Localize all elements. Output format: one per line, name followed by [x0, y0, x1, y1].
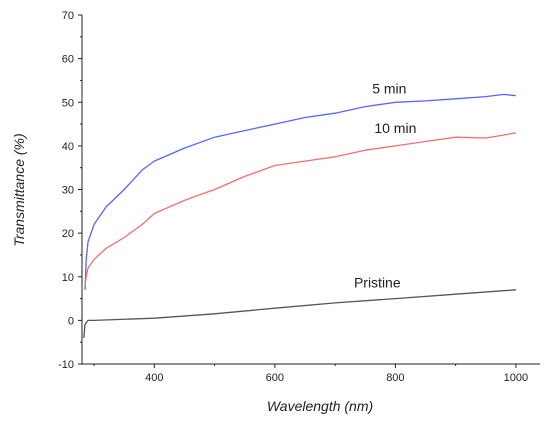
- y-tick-label: 20: [62, 228, 74, 240]
- series-label-5-min: 5 min: [372, 81, 406, 97]
- series-label-10-min: 10 min: [374, 120, 416, 136]
- x-tick-label: 600: [266, 372, 284, 384]
- x-tick-label: 1000: [504, 372, 528, 384]
- y-tick-label: 10: [62, 272, 74, 284]
- x-tick-label: 800: [386, 372, 404, 384]
- y-tick-label: 50: [62, 97, 74, 109]
- y-tick-label: 0: [68, 315, 74, 327]
- y-axis-title: Transmittance (%): [11, 133, 27, 246]
- y-tick-label: 70: [62, 10, 74, 22]
- series-label-pristine: Pristine: [354, 275, 401, 291]
- series-line-pristine: [83, 289, 516, 338]
- series-line-10-min: [84, 132, 517, 286]
- y-tick-label: 40: [62, 141, 74, 153]
- y-tick-label: 30: [62, 185, 74, 197]
- y-tick-label: 60: [62, 54, 74, 66]
- series-line-5-min: [84, 93, 516, 290]
- x-tick-label: 400: [145, 372, 163, 384]
- x-axis-title: Wavelength (nm): [267, 398, 373, 414]
- y-tick-label: -10: [58, 359, 74, 371]
